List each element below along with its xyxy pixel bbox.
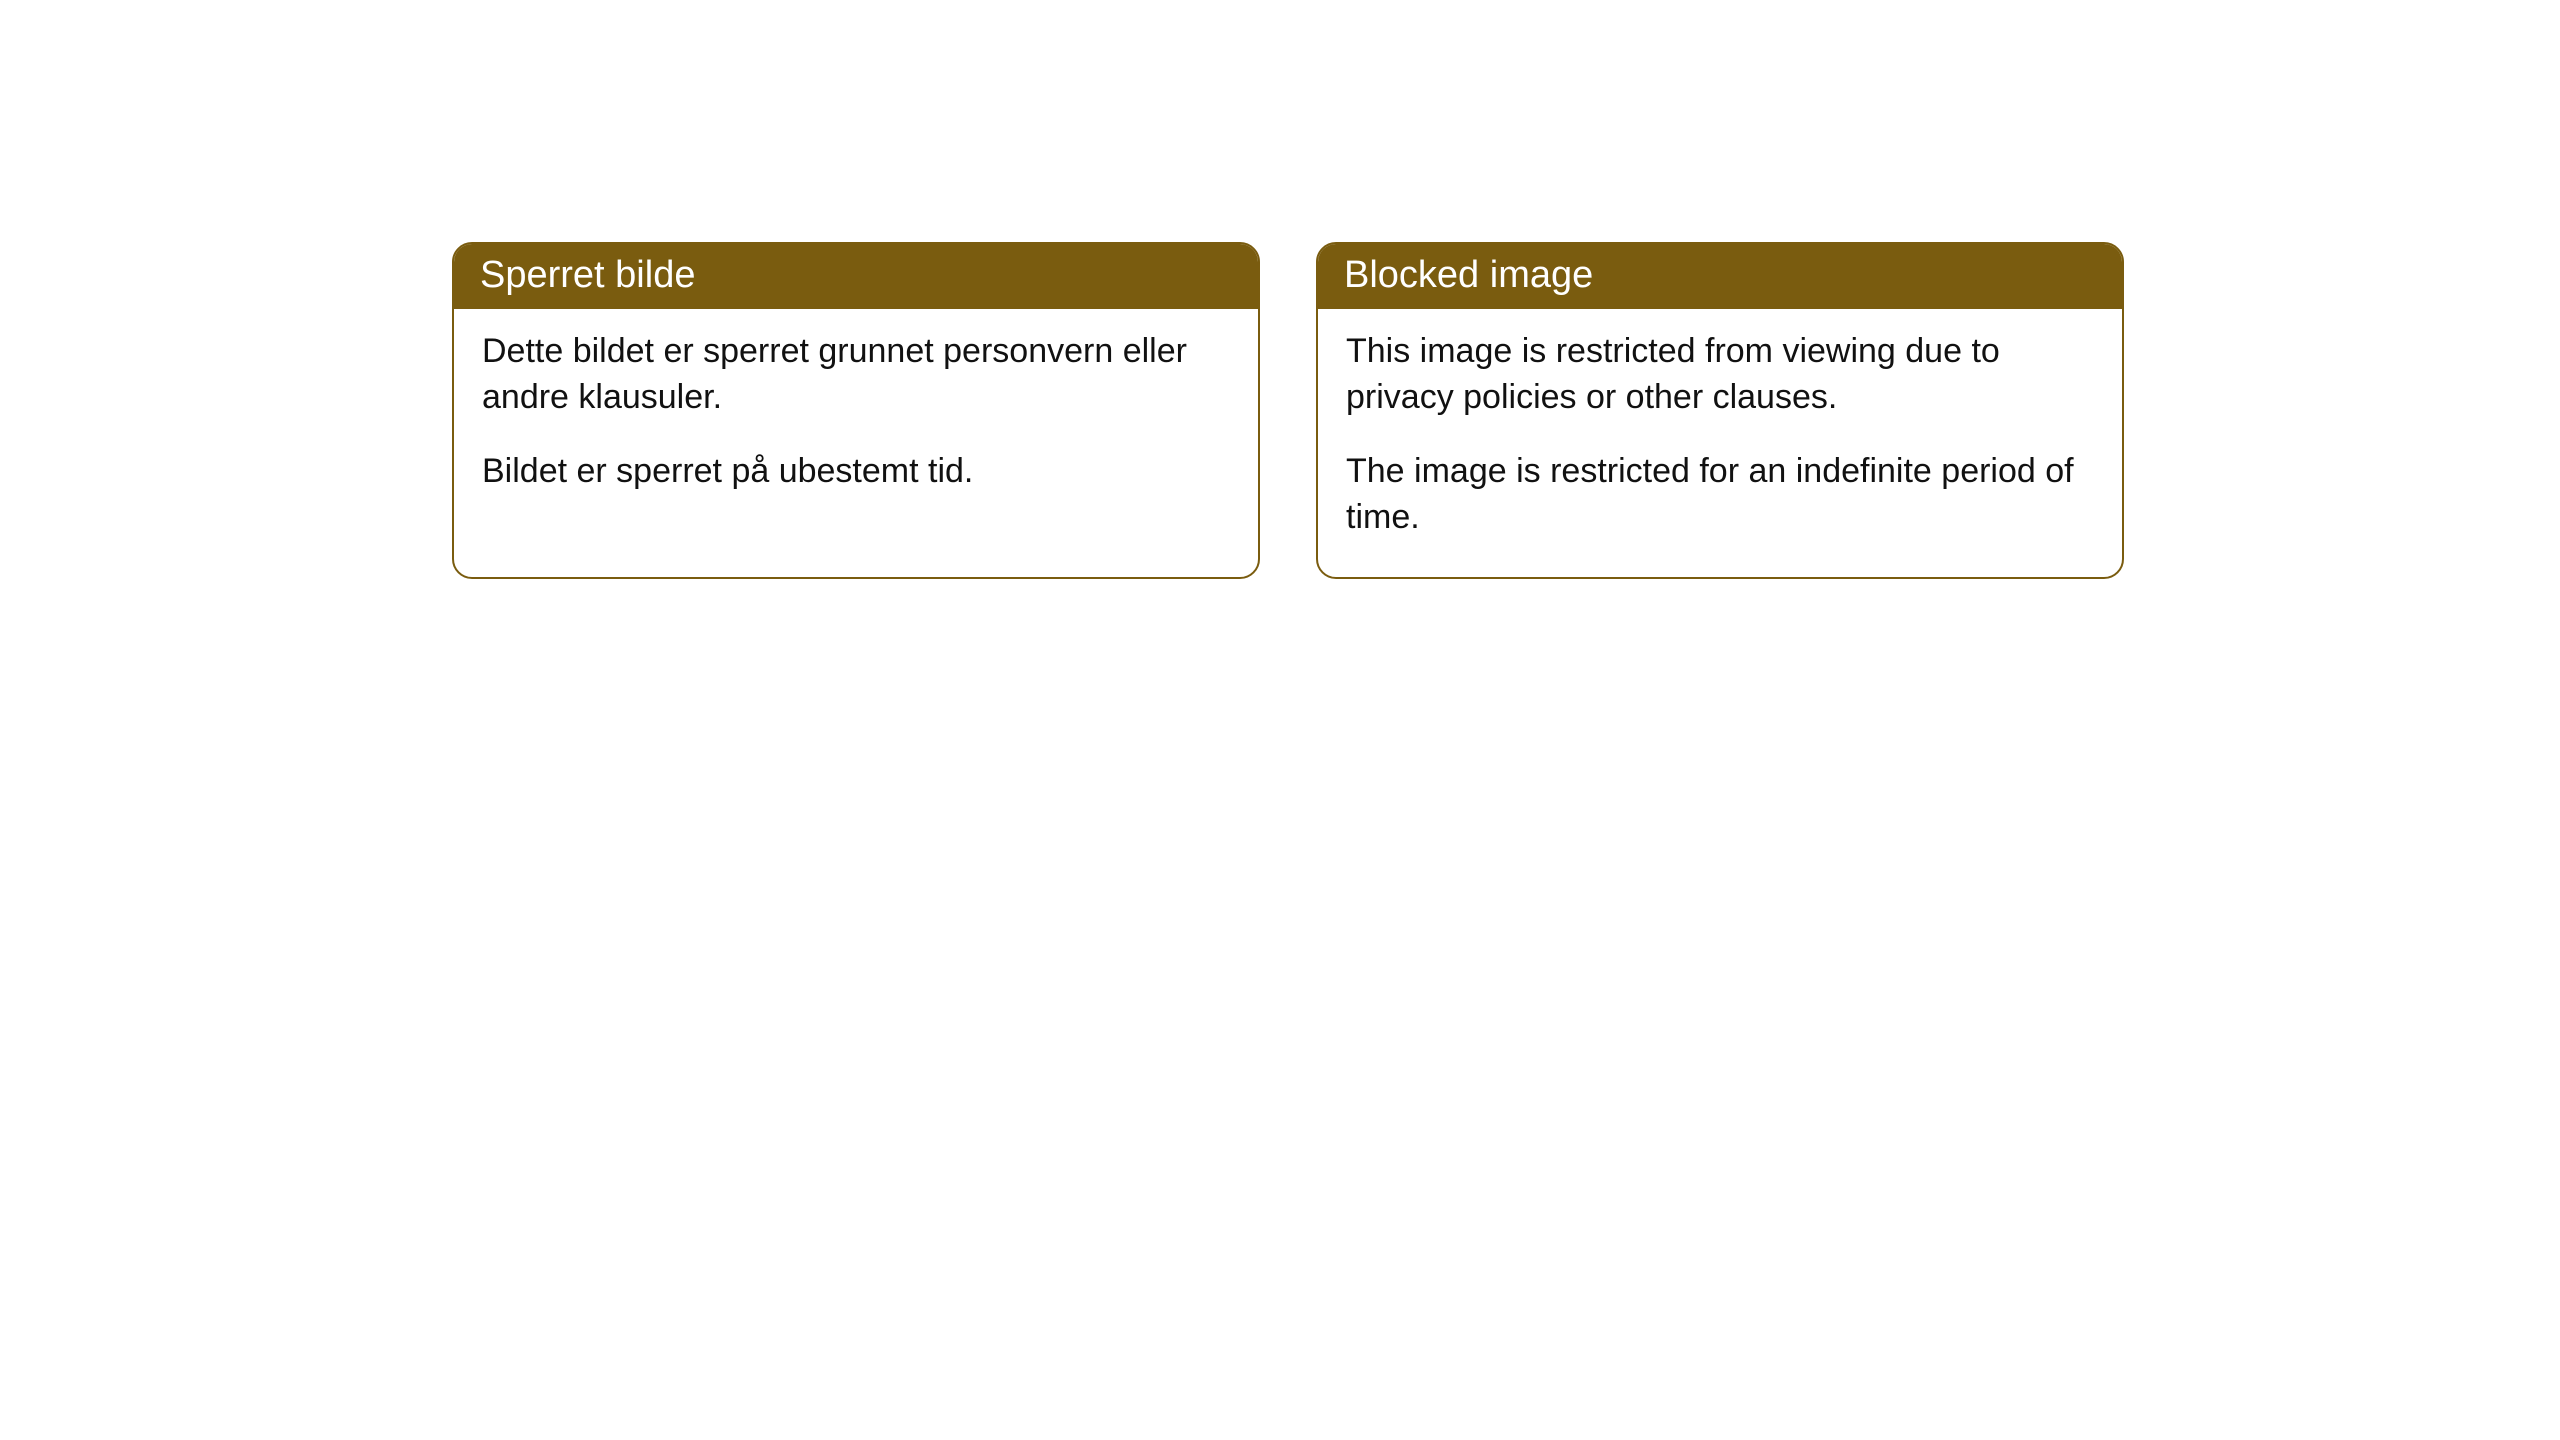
blocked-image-card-en: Blocked image This image is restricted f… <box>1316 242 2124 579</box>
card-paragraph-en-1: This image is restricted from viewing du… <box>1346 329 2094 421</box>
blocked-image-card-no: Sperret bilde Dette bildet er sperret gr… <box>452 242 1260 579</box>
card-paragraph-no-1: Dette bildet er sperret grunnet personve… <box>482 329 1230 421</box>
card-header-no: Sperret bilde <box>454 244 1258 309</box>
card-body-no: Dette bildet er sperret grunnet personve… <box>454 309 1258 531</box>
card-body-en: This image is restricted from viewing du… <box>1318 309 2122 577</box>
cards-container: Sperret bilde Dette bildet er sperret gr… <box>0 0 2560 579</box>
card-header-en: Blocked image <box>1318 244 2122 309</box>
card-paragraph-en-2: The image is restricted for an indefinit… <box>1346 449 2094 541</box>
card-paragraph-no-2: Bildet er sperret på ubestemt tid. <box>482 449 1230 495</box>
